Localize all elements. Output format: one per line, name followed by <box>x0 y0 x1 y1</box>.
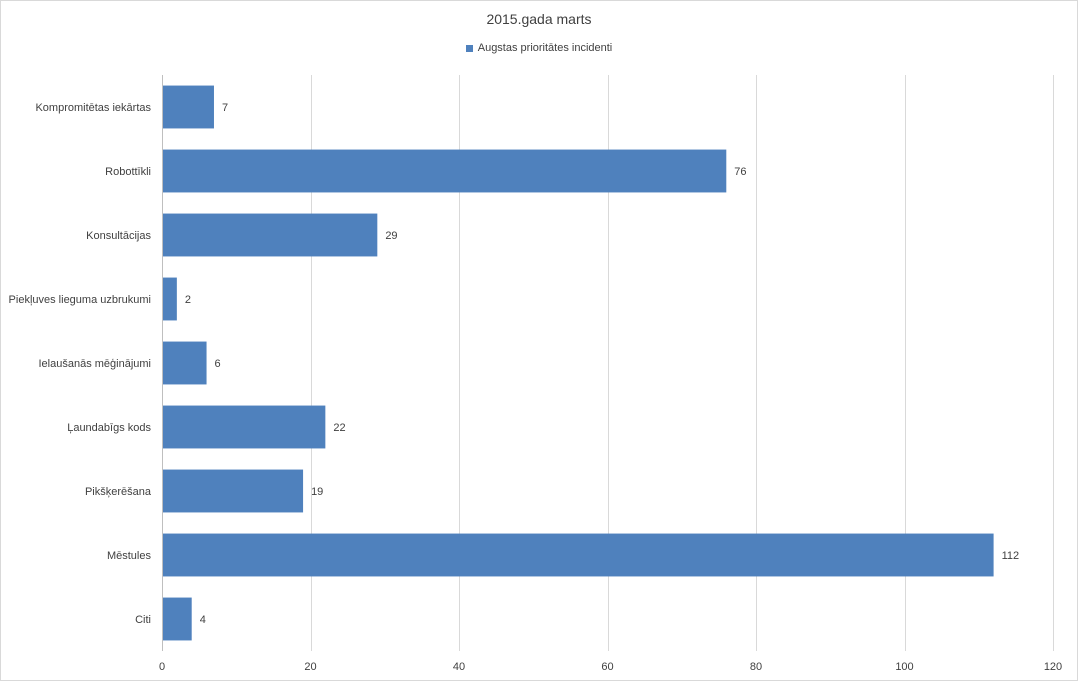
data-label: 22 <box>333 422 345 434</box>
data-label: 2 <box>185 294 191 306</box>
category-label: Kompromitētas iekārtas <box>35 102 151 114</box>
x-tick-label: 60 <box>601 661 613 673</box>
legend-label: Augstas prioritātes incidenti <box>477 42 613 54</box>
x-tick-label: 100 <box>895 661 913 673</box>
bar <box>162 149 727 193</box>
bar <box>162 597 192 641</box>
category-label: Citi <box>135 614 151 626</box>
data-label: 7 <box>222 102 228 114</box>
bar <box>162 533 994 577</box>
x-tick-label: 40 <box>453 661 465 673</box>
chart-title: 2015.gada marts <box>486 11 592 27</box>
bar <box>162 469 304 513</box>
category-label: Ielaušanās mēģinājumi <box>38 357 151 370</box>
category-label: Mēstules <box>107 550 152 562</box>
legend-swatch <box>465 44 473 52</box>
bar <box>162 213 378 257</box>
bar <box>162 85 214 129</box>
data-label: 19 <box>311 486 323 498</box>
data-label: 76 <box>734 166 746 178</box>
x-tick-label: 80 <box>750 661 762 673</box>
category-label: Konsultācijas <box>86 230 151 242</box>
bar <box>162 405 326 449</box>
data-label: 4 <box>200 614 206 626</box>
category-label: Pikšķerēšana <box>85 486 152 498</box>
data-label: 112 <box>1002 550 1020 562</box>
x-tick-label: 20 <box>304 661 316 673</box>
bar <box>162 277 177 321</box>
category-label: Ļaundabīgs kods <box>67 422 151 434</box>
category-label: Piekļuves lieguma uzbrukumi <box>9 294 151 306</box>
x-tick-label: 120 <box>1044 661 1062 673</box>
bar <box>162 341 207 385</box>
category-label: Robottīkli <box>105 166 151 178</box>
x-tick-label: 0 <box>159 661 165 673</box>
chart-legend: Augstas prioritātes incidenti <box>1 42 1077 54</box>
data-label: 6 <box>215 358 221 370</box>
data-label: 29 <box>385 230 397 242</box>
